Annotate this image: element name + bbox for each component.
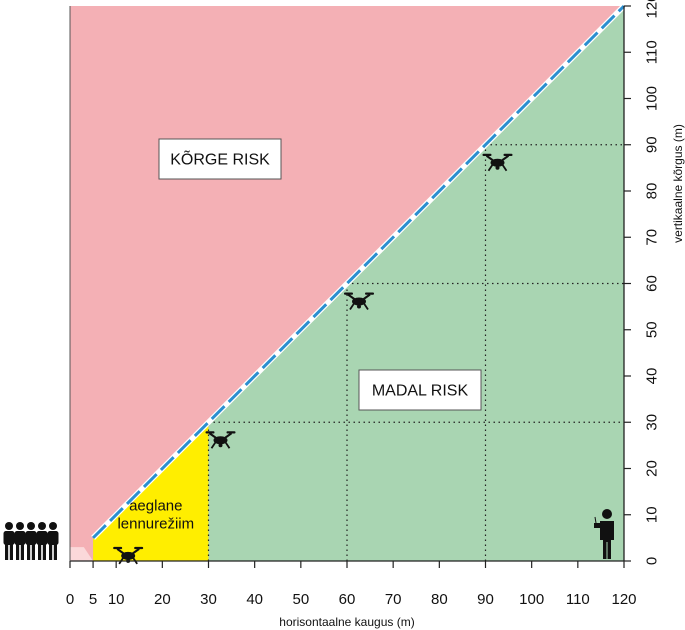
y-tick-label: 0 [644, 557, 661, 565]
drone-arm [485, 154, 510, 162]
drone-rotor [503, 153, 513, 156]
y-tick-label: 60 [644, 275, 661, 292]
drone-body [490, 158, 505, 167]
drone-arm [347, 293, 371, 301]
x-tick-label: 50 [292, 591, 309, 608]
x-tick-label: 80 [431, 591, 448, 608]
y-tick-label: 70 [644, 229, 661, 246]
person-head [5, 522, 13, 530]
person-head [49, 522, 57, 530]
drone-arm [208, 432, 233, 440]
person-torso [3, 531, 15, 545]
pilot-body [600, 521, 614, 559]
drone-rotor [113, 546, 123, 550]
person-leg [53, 543, 57, 560]
x-tick-label: 40 [246, 591, 263, 608]
drone-leg [487, 164, 508, 172]
person-leg [5, 543, 9, 560]
person-leg [38, 543, 42, 560]
drone-body [121, 551, 136, 560]
y-axis-title: vertikaalne kõrgus (m) [671, 124, 685, 243]
drone-layer [113, 153, 513, 565]
person-leg [31, 543, 35, 560]
y-tick-label: 90 [644, 136, 661, 153]
y-tick-label: 30 [644, 414, 661, 431]
drone-icon [344, 292, 374, 310]
x-tick-label: 120 [611, 591, 636, 608]
drone-rotor [134, 546, 144, 550]
people-group-icon [3, 522, 59, 560]
drone-arm [116, 548, 140, 555]
drone-rotor [482, 153, 492, 156]
slow-flight-zone [93, 422, 209, 561]
drone-rotor [344, 292, 353, 295]
drone-icon [113, 546, 144, 565]
x-tick-label: 10 [108, 591, 125, 608]
origin-wedge [70, 547, 94, 561]
slow-flight-label-line: lennurežiim [117, 516, 194, 533]
x-tick-label: 90 [477, 591, 494, 608]
axis-layer: 0 5 10 20 30 40 50 60 70 80 90 100 110 12001020304050… [66, 0, 685, 629]
x-tick-label: 60 [339, 591, 356, 608]
high-risk-label: KÕRGE RISK [170, 149, 270, 169]
slow-flight-label-line: aeglane [129, 498, 182, 515]
drone-icon [482, 153, 513, 172]
y-tick-label: 50 [644, 321, 661, 338]
low-risk-label: MADAL RISK [372, 383, 469, 400]
drone-rotor [205, 431, 215, 434]
drone-leg [349, 303, 369, 310]
y-tick-label: 100 [644, 86, 661, 111]
pilot-head [602, 509, 612, 519]
drone-icon [205, 431, 236, 449]
x-axis-title: horisontaalne kaugus (m) [279, 615, 414, 629]
y-tick-label: 80 [644, 183, 661, 200]
person-leg [16, 543, 20, 560]
drone-rotor [365, 292, 374, 295]
drone-camera [357, 304, 361, 309]
drone-rotor [226, 431, 236, 434]
person-leg [49, 543, 53, 560]
risk-boundary-line [92, 4, 626, 539]
y-tick-label: 40 [644, 368, 661, 385]
x-tick-label: 100 [519, 591, 544, 608]
x-tick-label: 70 [385, 591, 402, 608]
y-tick-label: 20 [644, 460, 661, 477]
drone-body [352, 297, 366, 306]
pilot-controller [594, 523, 602, 528]
x-tick-label: 20 [154, 591, 171, 608]
person-leg [9, 543, 13, 560]
person-leg [27, 543, 31, 560]
person-head [38, 522, 46, 530]
low-risk-label-box [358, 369, 482, 411]
person-leg [20, 543, 24, 560]
x-tick-label: 0 [66, 591, 74, 608]
x-tick-label: 110 [566, 591, 590, 608]
person-torso [47, 531, 59, 545]
person-head [16, 522, 24, 530]
pilot-antenna [594, 516, 597, 524]
drone-leg [210, 441, 231, 449]
boundary-layer [91, 4, 626, 540]
person-torso [36, 531, 48, 545]
person-torso [25, 531, 37, 545]
y-tick-label: 120 [644, 0, 661, 19]
x-tick-label: 5 [89, 591, 97, 608]
person-head [27, 522, 35, 530]
icon-layer [3, 509, 614, 560]
drone-pilot-icon [594, 509, 614, 559]
x-tick-label: 30 [200, 591, 217, 608]
high-risk-label-box [158, 138, 282, 180]
y-tick-label: 10 [644, 506, 661, 523]
drone-camera [218, 443, 223, 448]
person-leg [42, 543, 46, 560]
drone-body [213, 436, 228, 445]
y-tick-label: 110 [644, 40, 661, 64]
reference-lines-layer [207, 144, 624, 561]
drone-camera [495, 165, 500, 170]
person-torso [14, 531, 26, 545]
